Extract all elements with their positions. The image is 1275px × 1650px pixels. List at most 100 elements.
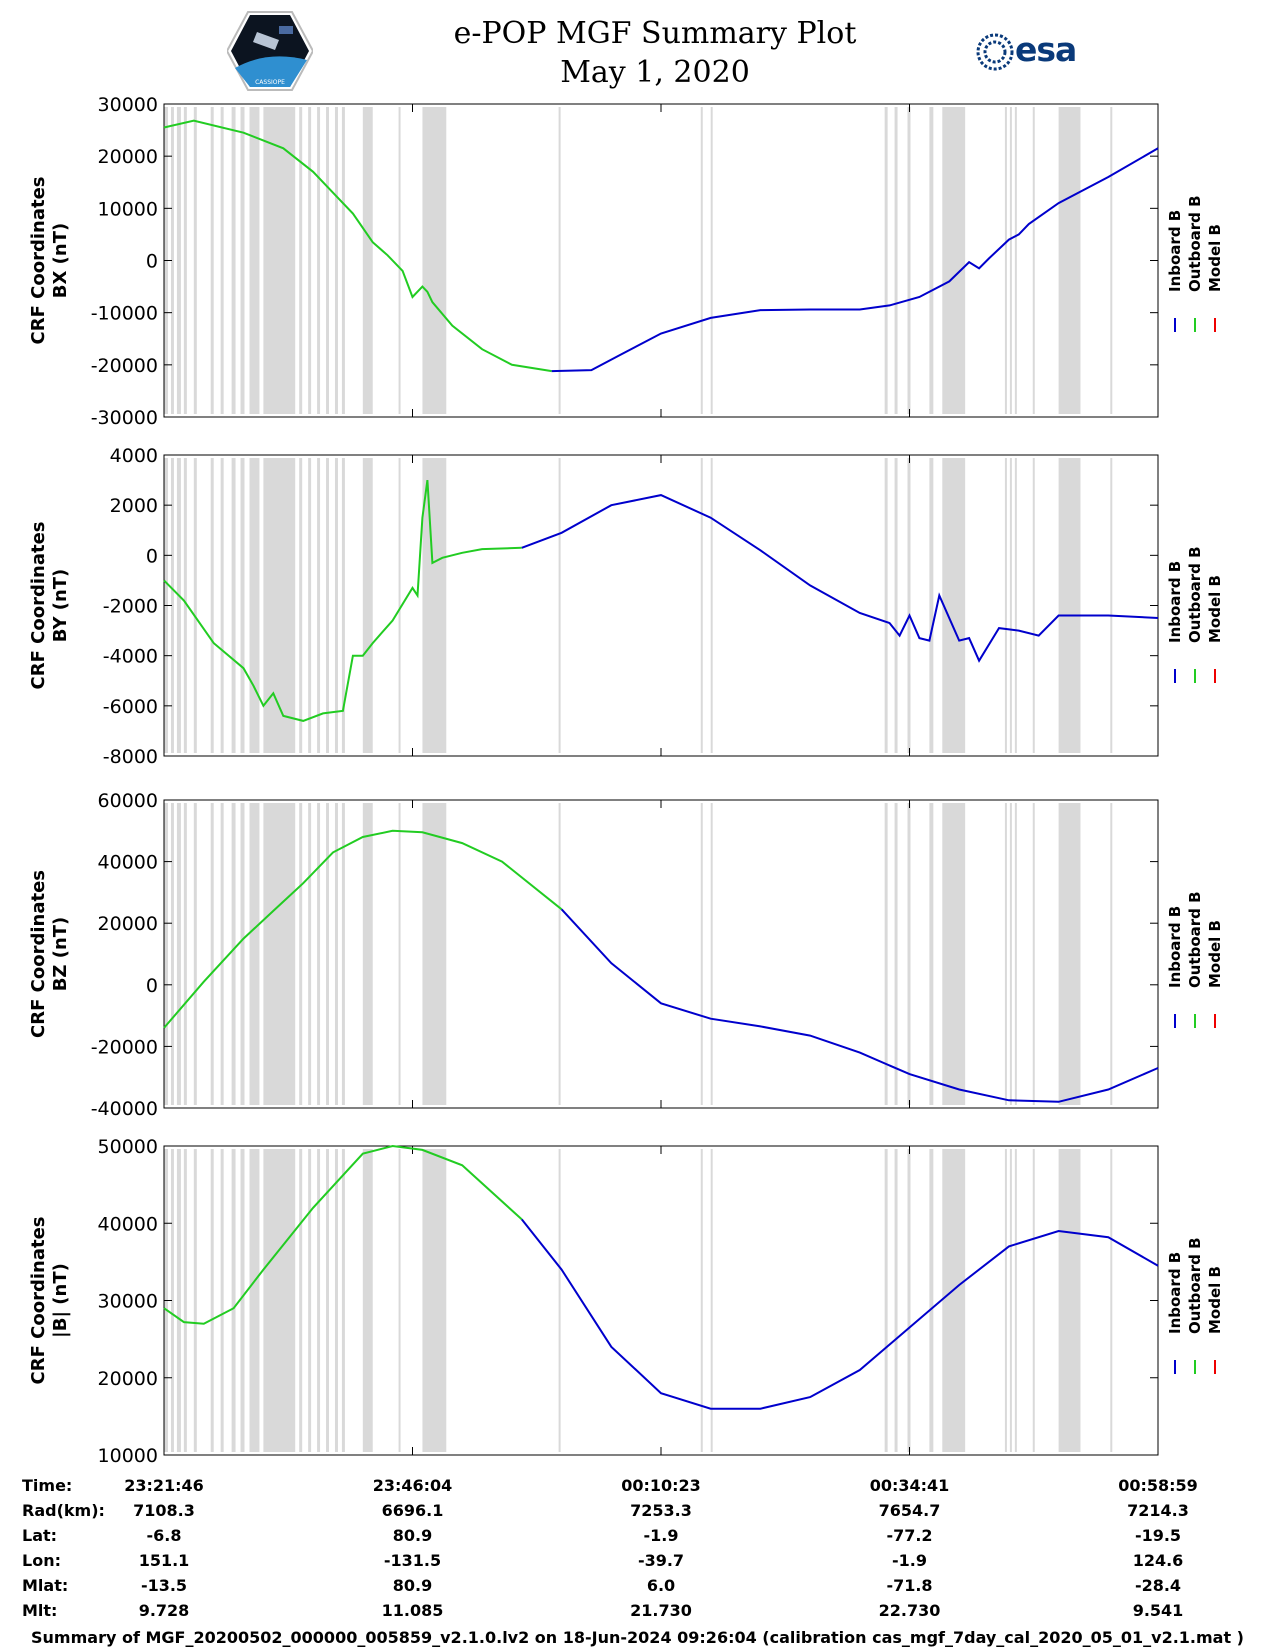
shaded-interval xyxy=(183,1149,187,1452)
shaded-interval xyxy=(193,107,197,414)
table-row-label: Time: xyxy=(22,1476,73,1495)
shaded-interval xyxy=(334,458,338,753)
shaded-interval xyxy=(1058,1149,1081,1452)
shaded-interval xyxy=(398,803,401,1105)
table-cell: 7654.7 xyxy=(878,1501,941,1520)
shaded-interval xyxy=(929,458,934,753)
shaded-interval xyxy=(1009,107,1012,414)
shaded-interval xyxy=(308,1149,312,1452)
y-tick-label: -40000 xyxy=(91,1098,158,1120)
shaded-interval xyxy=(362,1149,373,1452)
panel-2: -40000 -20000 0 20000 40000 60000 CRF Coordina… xyxy=(28,790,1224,1120)
shaded-interval xyxy=(1110,458,1113,753)
legend-label: Outboard B xyxy=(1186,891,1204,988)
y-axis-label: BZ (nT) xyxy=(50,917,71,992)
legend-label: Model B xyxy=(1206,575,1224,643)
legend-label: Inboard B xyxy=(1166,561,1184,643)
legend-label: Model B xyxy=(1206,920,1224,988)
shaded-interval xyxy=(326,1149,330,1452)
legend-label: Model B xyxy=(1206,224,1224,292)
shaded-interval xyxy=(884,803,888,1105)
y-tick-label: -6000 xyxy=(103,696,158,718)
table-row-label: Mlt: xyxy=(22,1601,58,1620)
legend-label: Outboard B xyxy=(1186,1237,1204,1334)
shaded-interval xyxy=(176,458,181,753)
table-row-label: Lat: xyxy=(22,1526,58,1545)
shaded-interval xyxy=(299,1149,303,1452)
shaded-interval xyxy=(231,107,236,414)
y-axis-label: CRF Coordinates xyxy=(28,1217,49,1385)
table-cell: -6.8 xyxy=(146,1526,182,1545)
series-line-inboard-b xyxy=(521,1218,1159,1410)
y-tick-label: -2000 xyxy=(103,596,158,618)
y-tick-label: 50000 xyxy=(98,1136,158,1158)
shaded-interval xyxy=(170,1149,174,1452)
shaded-interval xyxy=(240,1149,245,1452)
shaded-interval xyxy=(929,107,934,414)
table-cell: 00:58:59 xyxy=(1118,1476,1198,1495)
y-axis-label: CRF Coordinates xyxy=(28,177,49,345)
shaded-interval xyxy=(884,107,888,414)
shaded-interval xyxy=(193,1149,197,1452)
y-axis-label: BY (nT) xyxy=(50,569,71,643)
shaded-interval xyxy=(907,803,911,1105)
shaded-interval xyxy=(249,458,260,753)
shaded-interval xyxy=(1009,803,1012,1105)
shaded-interval xyxy=(710,107,713,414)
y-tick-label: 0 xyxy=(146,545,158,567)
y-tick-label: 30000 xyxy=(98,1291,158,1313)
table-cell: -71.8 xyxy=(886,1576,933,1595)
shaded-interval xyxy=(341,1149,345,1452)
panel-0: -30000 -20000 -10000 0 10000 20000 30000 CRF Co… xyxy=(28,94,1224,429)
shaded-interval xyxy=(334,107,338,414)
shaded-interval xyxy=(907,458,911,753)
shaded-interval xyxy=(1032,107,1035,414)
shaded-interval xyxy=(1032,1149,1035,1452)
shaded-interval xyxy=(700,803,703,1105)
shaded-interval xyxy=(362,458,373,753)
shaded-interval xyxy=(398,458,401,753)
shaded-interval xyxy=(240,803,245,1105)
shaded-interval xyxy=(176,107,181,414)
shaded-interval xyxy=(334,803,338,1105)
shaded-interval xyxy=(183,458,187,753)
y-tick-label: 20000 xyxy=(98,1368,158,1390)
shaded-interval xyxy=(210,803,214,1105)
shaded-interval xyxy=(1014,1149,1017,1452)
table-cell: 21.730 xyxy=(630,1601,692,1620)
table-cell: 6.0 xyxy=(646,1576,676,1595)
shaded-interval xyxy=(1032,803,1035,1105)
shaded-interval xyxy=(299,803,303,1105)
y-axis-label: BX (nT) xyxy=(50,223,71,298)
shaded-interval xyxy=(308,458,312,753)
y-tick-label: 30000 xyxy=(98,94,158,116)
table-cell: 80.9 xyxy=(392,1576,433,1595)
shaded-interval xyxy=(894,803,898,1105)
table-cell: 00:10:23 xyxy=(621,1476,701,1495)
y-tick-label: 20000 xyxy=(98,146,158,168)
shaded-interval xyxy=(263,1149,296,1452)
shaded-interval xyxy=(299,107,303,414)
shaded-interval xyxy=(1110,803,1113,1105)
y-tick-label: 10000 xyxy=(98,198,158,220)
shaded-interval xyxy=(249,803,260,1105)
series-line-outboard-b xyxy=(163,119,552,373)
legend-label: Model B xyxy=(1206,1266,1224,1334)
cassiope-logo: CASSIOPE xyxy=(227,11,313,91)
shaded-interval xyxy=(183,803,187,1105)
table-row-label: Mlat: xyxy=(22,1576,69,1595)
shaded-interval xyxy=(317,107,321,414)
shaded-interval xyxy=(317,458,321,753)
shaded-interval xyxy=(231,458,236,753)
shaded-interval xyxy=(558,1149,561,1452)
shaded-interval xyxy=(317,803,321,1105)
series-line-outboard-b xyxy=(163,479,522,722)
shaded-interval xyxy=(1009,458,1012,753)
shaded-interval xyxy=(341,458,345,753)
shaded-interval xyxy=(1014,107,1017,414)
y-tick-label: 4000 xyxy=(110,445,158,467)
shaded-interval xyxy=(1004,1149,1007,1452)
shaded-interval xyxy=(317,1149,321,1452)
shaded-interval xyxy=(170,107,174,414)
shaded-interval xyxy=(929,1149,934,1452)
